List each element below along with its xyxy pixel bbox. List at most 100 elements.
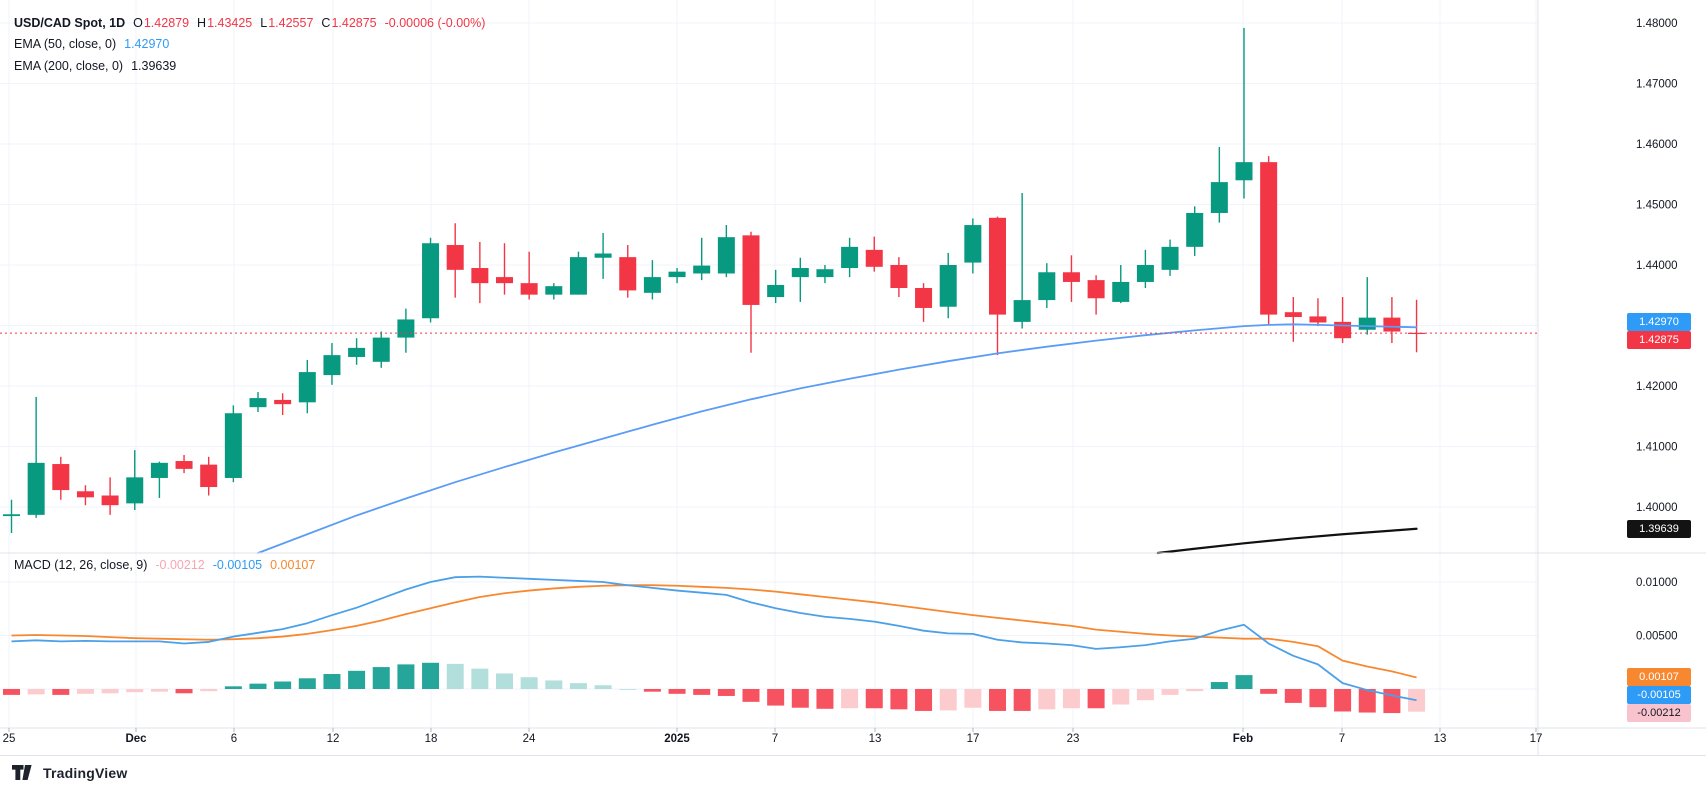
ohlc-low: L 1.42557 bbox=[260, 16, 314, 30]
candle-body bbox=[1161, 246, 1179, 270]
hist-bar bbox=[175, 689, 193, 694]
hist-bar bbox=[323, 674, 341, 689]
price-axis[interactable]: 1.48000 1.47000 1.46000 1.45000 1.44000 1.420… bbox=[1636, 18, 1678, 643]
price-axis-label: 1.47000 bbox=[1636, 79, 1678, 91]
macd-signal-line bbox=[11, 584, 1417, 679]
candle-body bbox=[1136, 265, 1154, 282]
ema50-legend-row[interactable]: EMA (50, close, 0) 1.42970 bbox=[14, 37, 169, 51]
candle-body bbox=[1013, 300, 1031, 322]
hist-bar bbox=[126, 689, 144, 693]
hist-bar bbox=[496, 673, 513, 689]
chart-canvas[interactable]: 1.48000 1.47000 1.46000 1.45000 1.44000 1.420… bbox=[0, 0, 1706, 755]
hist-bar bbox=[348, 670, 366, 689]
candle-body bbox=[101, 495, 119, 506]
macd-line-value: -0.00105 bbox=[212, 558, 263, 572]
hist-bar bbox=[1186, 689, 1204, 692]
ema200-line bbox=[1156, 527, 1418, 555]
candle-body bbox=[1334, 321, 1352, 339]
time-axis[interactable]: 25 Dec 6 12 18 24 2025 7 13 17 23 Feb 7 13 17 bbox=[3, 728, 1543, 745]
ema200-price-badge: 1.39639 bbox=[1627, 520, 1691, 538]
candle-body bbox=[1383, 317, 1401, 332]
time-axis-label: 7 bbox=[1339, 733, 1345, 745]
time-axis-label: 17 bbox=[967, 733, 980, 745]
macd-legend-row[interactable]: MACD (12, 26, close, 9) -0.00212 -0.0010… bbox=[14, 558, 315, 572]
hist-bar bbox=[1210, 682, 1228, 689]
macd-axis-label: 0.01000 bbox=[1636, 577, 1678, 589]
ema50-value: 1.42970 bbox=[124, 37, 170, 51]
hist-bar bbox=[841, 689, 859, 709]
time-axis-label: 13 bbox=[1434, 733, 1447, 745]
candle-body bbox=[890, 265, 908, 288]
candle-body bbox=[372, 337, 390, 362]
candle-body bbox=[717, 237, 735, 274]
ema200-label: EMA (200, close, 0) bbox=[14, 59, 124, 73]
hist-bar bbox=[200, 689, 218, 692]
candle-body bbox=[841, 246, 859, 269]
candle-body bbox=[693, 265, 711, 274]
hist-bar bbox=[890, 689, 908, 710]
candle-body bbox=[1235, 162, 1253, 181]
ema200-legend-row[interactable]: EMA (200, close, 0) 1.39639 bbox=[14, 59, 176, 73]
price-axis-label: 1.45000 bbox=[1636, 200, 1678, 212]
ema50-price-badge: 1.42970 bbox=[1627, 313, 1691, 331]
price-axis-label: 1.40000 bbox=[1636, 502, 1678, 514]
candle-body bbox=[1284, 312, 1302, 318]
candle-body bbox=[150, 462, 168, 478]
candle-body bbox=[668, 271, 686, 278]
hist-bar bbox=[224, 686, 242, 689]
tradingview-logo-icon[interactable] bbox=[12, 765, 36, 780]
hist-bar bbox=[27, 689, 45, 695]
hist-bar bbox=[1408, 689, 1426, 712]
ema200-value: 1.39639 bbox=[131, 59, 177, 73]
footer-bar: TradingView bbox=[0, 755, 1706, 789]
pane-borders bbox=[0, 0, 1706, 755]
hist-bar bbox=[1358, 689, 1376, 713]
time-axis-label: 25 bbox=[3, 733, 16, 745]
candle-body bbox=[1309, 316, 1327, 323]
brand-name[interactable]: TradingView bbox=[43, 764, 128, 781]
hist-bar bbox=[717, 689, 735, 696]
hist-bar bbox=[298, 678, 316, 689]
candle-body bbox=[52, 464, 70, 491]
hist-bar bbox=[274, 681, 292, 689]
time-axis-label: 6 bbox=[231, 733, 237, 745]
hist-bar bbox=[915, 689, 933, 711]
time-axis-label: 13 bbox=[869, 733, 882, 745]
candle-body bbox=[1062, 272, 1080, 282]
candle-body bbox=[249, 398, 267, 408]
time-axis-label: 7 bbox=[772, 733, 778, 745]
candle-body bbox=[619, 257, 637, 291]
hist-bar bbox=[693, 689, 711, 695]
ema50-line bbox=[257, 323, 1418, 554]
time-axis-label: Feb bbox=[1233, 733, 1253, 745]
hist-bar bbox=[422, 662, 440, 689]
hist-bar bbox=[520, 677, 538, 689]
macd-hist-badge: -0.00212 bbox=[1627, 704, 1691, 722]
hist-bar bbox=[964, 689, 982, 708]
hist-bar bbox=[249, 683, 267, 689]
candle-body bbox=[27, 462, 45, 515]
time-axis-label: 17 bbox=[1530, 733, 1543, 745]
candle-body bbox=[767, 284, 785, 298]
candle-body bbox=[545, 286, 563, 295]
candle-body bbox=[643, 277, 661, 293]
price-axis-label: 1.41000 bbox=[1636, 442, 1678, 454]
candle-body bbox=[76, 491, 94, 498]
hist-bar bbox=[76, 689, 94, 694]
symbol-legend-row[interactable]: USD/CAD Spot, 1D O 1.42879 H 1.43425 L 1.42… bbox=[14, 16, 485, 30]
hist-bar bbox=[643, 689, 661, 692]
candle-body bbox=[1358, 317, 1376, 330]
hist-bar bbox=[1038, 689, 1056, 710]
candle-body bbox=[274, 399, 292, 405]
candle-body bbox=[175, 461, 193, 469]
hist-bar bbox=[939, 689, 957, 711]
macd-label: MACD (12, 26, close, 9) bbox=[14, 558, 148, 572]
candle-body bbox=[1210, 182, 1228, 213]
candle-body bbox=[224, 413, 242, 478]
candle-body bbox=[3, 514, 20, 517]
hist-bar bbox=[569, 683, 587, 689]
ohlc-close: C 1.42875 bbox=[321, 16, 377, 30]
hist-bar bbox=[989, 689, 1006, 711]
hist-bar bbox=[767, 689, 785, 706]
candle-body bbox=[397, 319, 415, 338]
